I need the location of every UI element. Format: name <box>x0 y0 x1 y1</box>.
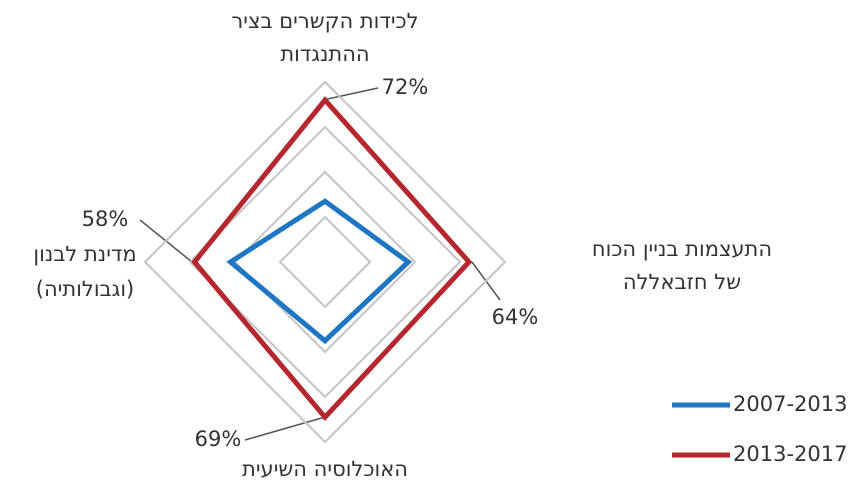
grid-ring <box>188 125 462 399</box>
legend-label: 2007-2013 <box>733 392 847 416</box>
axis-label: התעצמות בניין הכוח <box>592 237 772 261</box>
series-line <box>191 96 473 422</box>
series-line <box>226 198 413 345</box>
axis-label: ההתנגדות <box>280 42 369 66</box>
legend-label: 2013-2017 <box>733 442 847 466</box>
axis-label: האוכלוסיה השיעית <box>242 457 408 481</box>
grid-ring <box>143 80 507 444</box>
value-label: 58% <box>82 207 129 231</box>
leader-line <box>244 416 326 441</box>
axis-label: לכידות הקשרים בציר <box>231 9 418 33</box>
leader-line <box>322 87 379 101</box>
axis-label: של חזבאללה <box>623 270 741 294</box>
axis-label: מדינת לבנון <box>33 242 136 266</box>
grid-ring <box>233 170 417 354</box>
value-label: 69% <box>195 427 242 451</box>
grid-ring <box>278 215 372 309</box>
value-label: 72% <box>382 75 429 99</box>
value-label: 64% <box>492 305 539 329</box>
axis-label: (וגבולותיה) <box>36 277 135 301</box>
